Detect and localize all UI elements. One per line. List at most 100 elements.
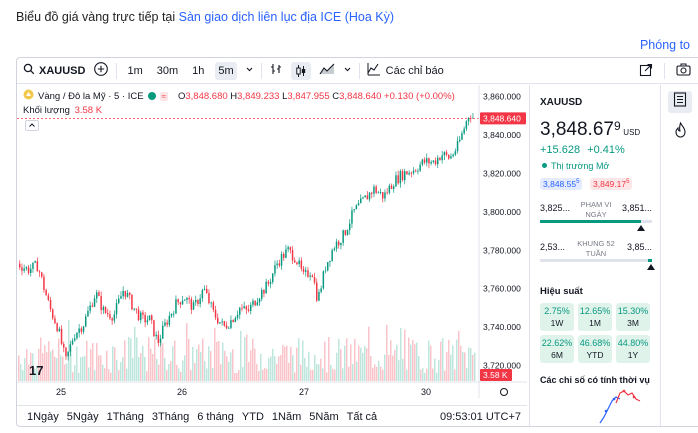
compare-symbol-button[interactable]: [89, 58, 113, 84]
range-1d[interactable]: 1Ngày: [27, 410, 59, 423]
volume-badge: [480, 369, 512, 381]
zoom-link[interactable]: Phóng to: [639, 38, 690, 52]
candles-style-button[interactable]: [287, 58, 315, 84]
volume-bar: [294, 372, 296, 381]
chart-type-dropdown[interactable]: [339, 58, 356, 84]
perf-label: 1M: [589, 318, 601, 328]
volume-bar: [284, 346, 286, 381]
volume-bar: [384, 354, 386, 381]
open-label: O: [177, 90, 186, 102]
time-tick-label: 27: [299, 387, 309, 397]
volume-bar: [46, 352, 48, 381]
candle-body: [353, 209, 355, 211]
indicators-button[interactable]: Các chỉ báo: [363, 58, 448, 84]
volume-bar: [454, 369, 456, 381]
exchange-link[interactable]: Sàn giao dịch liên lục địa ICE (Hoa Kỳ): [178, 10, 395, 24]
interval-dropdown[interactable]: [241, 58, 258, 84]
range-1m[interactable]: 1Tháng: [106, 410, 144, 423]
candle-body: [283, 253, 285, 258]
volume-bar: [122, 357, 124, 381]
volume-bar: [214, 327, 216, 381]
volume-bar: [326, 372, 328, 381]
volume-bar: [168, 363, 170, 381]
interval-30m-label: 30m: [156, 64, 179, 77]
candle-body: [318, 291, 320, 301]
seasonals-mini-chart[interactable]: [540, 389, 660, 425]
open-in-new-button[interactable]: [631, 58, 661, 84]
volume-bar: [308, 351, 310, 381]
week52-low: 2,53...: [540, 242, 566, 252]
clock[interactable]: 09:53:01 UTC+7: [439, 411, 521, 423]
performance-title: Hiệu suất: [540, 286, 583, 297]
candle-body: [192, 302, 195, 310]
perf-6m[interactable]: 22.62% 6M: [540, 335, 574, 363]
volume-bar: [248, 361, 250, 381]
volume-bar: [432, 368, 434, 381]
volume-bar: [94, 370, 96, 381]
volume-bar: [330, 364, 332, 381]
candle-body: [269, 281, 272, 284]
add-circle-icon: [93, 61, 109, 80]
candle-body: [371, 192, 373, 194]
ask-badge: 3,849.175: [590, 178, 633, 190]
hot-lists-button[interactable]: [668, 120, 692, 143]
collapse-legend-button[interactable]: [25, 120, 39, 131]
low-value: 3,847.955: [287, 90, 330, 102]
volume-bar: [38, 348, 40, 381]
volume-bar: [48, 341, 50, 381]
volume-bar: [368, 326, 370, 381]
range-5d[interactable]: 5Ngày: [66, 410, 99, 423]
time-tick-label: 26: [177, 387, 187, 397]
open-value: 3,848.680: [185, 90, 228, 102]
axis-settings-icon: [500, 388, 508, 396]
candle-body: [181, 300, 184, 305]
bar-style-button[interactable]: [265, 58, 287, 84]
perf-1m[interactable]: 12.65% 1M: [578, 303, 612, 331]
watchlist-button[interactable]: [668, 91, 692, 113]
snapshot-button[interactable]: [668, 58, 698, 84]
candle-body: [195, 300, 197, 303]
interval-5m[interactable]: 5m: [211, 58, 240, 84]
range-5y[interactable]: 5Năm: [309, 410, 339, 423]
candle-body: [373, 186, 375, 194]
volume-bar: [100, 355, 102, 381]
range-all[interactable]: Tất cả: [346, 410, 378, 423]
candle-body: [19, 263, 21, 268]
candle-body: [362, 197, 364, 199]
volume-bar: [332, 368, 334, 381]
candle-body: [164, 322, 166, 326]
candle-body: [465, 121, 468, 129]
bid-sup: 5: [576, 179, 580, 186]
candle-body: [168, 315, 171, 325]
candle-body: [307, 270, 309, 277]
area-style-button[interactable]: [315, 58, 339, 84]
chart-canvas[interactable]: 3,860.000 3,840.000 3,820.000 3,800.000 3,78…: [17, 85, 527, 398]
interval-30m[interactable]: 30m: [150, 58, 185, 84]
seasonals-title: Các chỉ số có tính thời vụ: [540, 375, 650, 385]
perf-3m[interactable]: 15.30% 3M: [616, 303, 650, 331]
candle-body: [120, 296, 122, 299]
perf-value: 44.80%: [617, 338, 649, 348]
volume-bar: [364, 345, 366, 381]
range-3m[interactable]: 3Tháng: [151, 410, 190, 423]
candle-body: [208, 293, 210, 304]
divider: [664, 63, 665, 79]
volume-bar: [458, 330, 460, 381]
candle-body: [305, 270, 307, 272]
price-chart[interactable]: 3,860.000 3,840.000 3,820.000 3,800.000 3,78…: [17, 85, 527, 405]
candle-body: [434, 160, 437, 165]
interval-1h[interactable]: 1h: [185, 58, 211, 84]
perf-1w[interactable]: 2.75% 1W: [540, 303, 574, 331]
range-1y[interactable]: 1Năm: [271, 410, 302, 423]
range-ytd[interactable]: YTD: [241, 410, 264, 423]
perf-1y[interactable]: 44.80% 1Y: [616, 335, 650, 363]
candle-body: [82, 326, 85, 332]
candle-body: [368, 192, 371, 200]
volume-bar: [258, 370, 260, 381]
interval-1m[interactable]: 1m: [120, 58, 149, 84]
volume-bar: [322, 368, 324, 381]
candle-body: [186, 298, 188, 300]
range-6m[interactable]: 6 tháng: [197, 410, 234, 423]
perf-ytd[interactable]: 46.68% YTD: [578, 335, 612, 363]
symbol-selector[interactable]: XAUUSD: [17, 58, 89, 84]
